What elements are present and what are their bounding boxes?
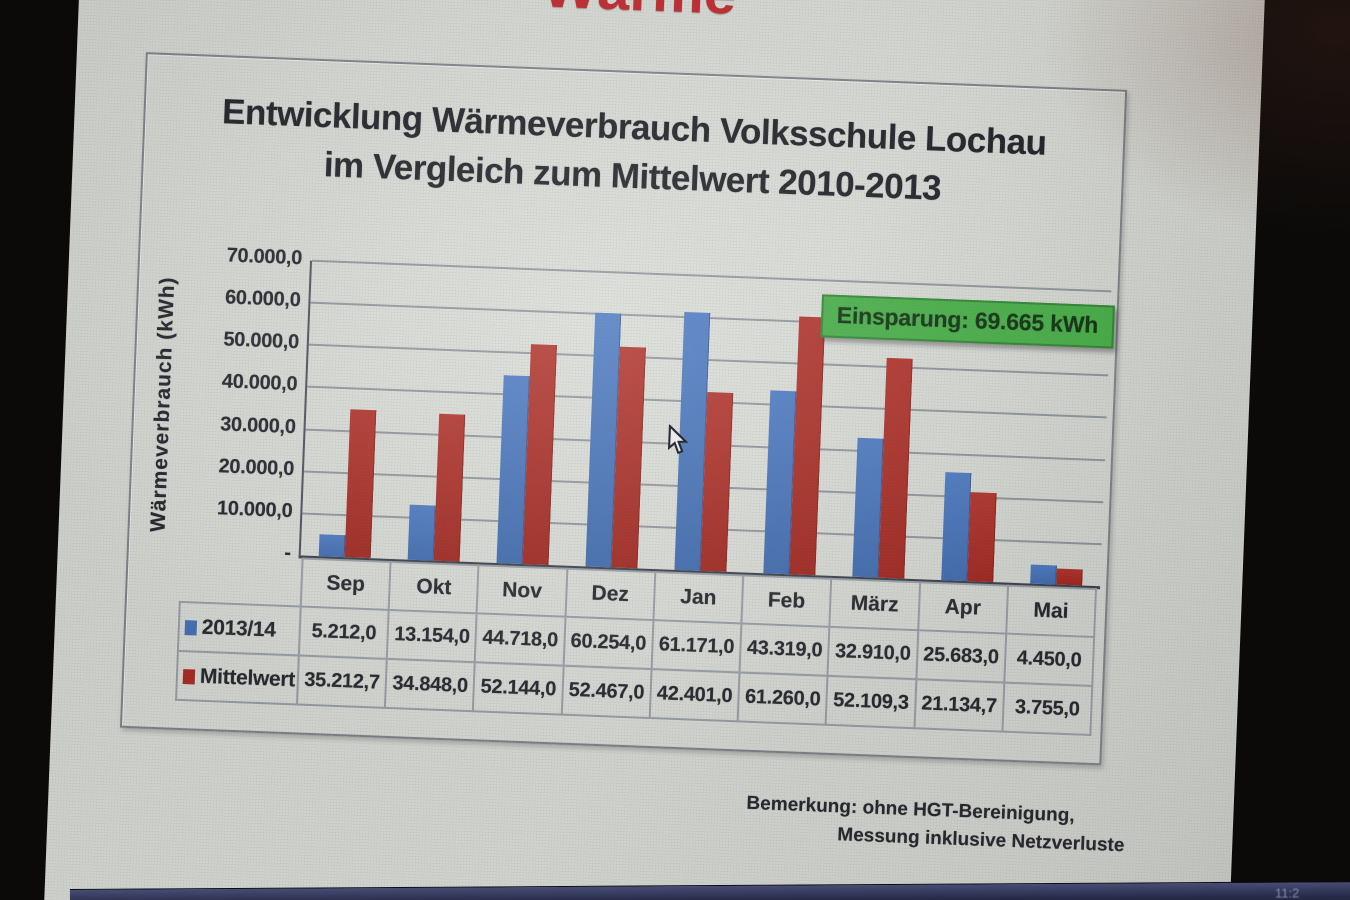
table-header-month: Nov: [477, 565, 568, 617]
table-header-month: Feb: [741, 575, 832, 627]
table-header-month: März: [829, 578, 920, 631]
y-tick-label: 10.000,0: [216, 497, 293, 522]
table-value-cell: 4.450,0: [1004, 633, 1095, 686]
table-value-cell: 35.212,7: [296, 655, 388, 708]
remark-note: Bemerkung: ohne HGT-Bereinigung, Messung…: [745, 790, 1147, 861]
table-value-cell: 52.144,0: [473, 662, 564, 715]
series-label-mittelwert: Mittelwert: [176, 650, 299, 705]
table-value-cell: 60.254,0: [563, 616, 654, 670]
slide-heading-cutoff: Wärme: [438, 0, 840, 32]
bar-mittelwert-jan: [700, 391, 734, 572]
bar-mittelwert-märz: [878, 357, 913, 579]
table-value-cell: 52.467,0: [561, 665, 652, 719]
projection-screen: Wärme Entwicklung Wärmeverbrauch Volkssc…: [42, 0, 1267, 900]
bar-2013-14-sep: [319, 534, 346, 558]
table-value-cell: 34.848,0: [385, 658, 476, 712]
y-tick-label: 60.000,0: [224, 286, 301, 312]
bar-mittelwert-okt: [433, 413, 466, 562]
table-value-cell: 13.154,0: [387, 609, 478, 663]
bar-mittelwert-sep: [345, 409, 377, 559]
taskbar-clock: 11:2: [1274, 885, 1300, 900]
bar-mittelwert-feb: [789, 316, 826, 576]
table-header-month: Sep: [300, 558, 391, 610]
table-value-cell: 3.755,0: [1002, 682, 1093, 735]
y-axis-tick-labels: 70.000,0 60.000,0 50.000,0 40.000,0 30.000,0…: [163, 244, 303, 564]
bar-mittelwert-mai: [1055, 568, 1083, 586]
table-corner-blank: [180, 554, 303, 607]
table-header-month: Dez: [565, 568, 656, 621]
bar-mittelwert-apr: [966, 492, 997, 583]
chart-frame: Entwicklung Wärmeverbrauch Volksschule L…: [119, 52, 1128, 766]
table-header-month: Mai: [1005, 585, 1096, 638]
bar-2013-14-okt: [407, 504, 437, 561]
y-tick-label: 30.000,0: [219, 412, 297, 438]
plot-area: Einsparung: 69.665 kWh: [298, 259, 1115, 590]
table-value-cell: 61.260,0: [737, 672, 828, 725]
table-value-cell: 42.401,0: [649, 669, 740, 722]
y-tick-label: 20.000,0: [218, 454, 295, 480]
legend-swatch: [182, 668, 196, 685]
table-header-month: Jan: [653, 572, 744, 624]
series-label-2013-14: 2013/14: [177, 601, 301, 656]
savings-badge: Einsparung: 69.665 kWh: [819, 294, 1115, 349]
y-tick-label: 70.000,0: [226, 244, 303, 270]
chart-title: Entwicklung Wärmeverbrauch Volksschule L…: [143, 84, 1124, 219]
table-value-cell: 5.212,0: [298, 606, 389, 659]
slide: Wärme Entwicklung Wärmeverbrauch Volkssc…: [42, 0, 1267, 900]
table-value-cell: 43.319,0: [739, 623, 830, 676]
legend-swatch: [184, 619, 198, 636]
y-tick-label: 40.000,0: [221, 370, 298, 396]
table-value-cell: 25.683,0: [915, 630, 1006, 683]
mouse-cursor-icon: [667, 424, 689, 455]
table-value-cell: 61.171,0: [651, 620, 742, 673]
table-value-cell: 21.134,7: [914, 679, 1005, 732]
gridline: [311, 259, 1112, 293]
table-value-cell: 52.109,3: [825, 675, 916, 729]
table-value-cell: 44.718,0: [475, 613, 566, 666]
table-header-month: Apr: [917, 582, 1008, 634]
table-value-cell: 32.910,0: [827, 626, 918, 680]
bar-2013-14-mai: [1029, 564, 1057, 585]
y-tick-label: 50.000,0: [223, 328, 300, 354]
table-header-month: Okt: [388, 561, 479, 614]
